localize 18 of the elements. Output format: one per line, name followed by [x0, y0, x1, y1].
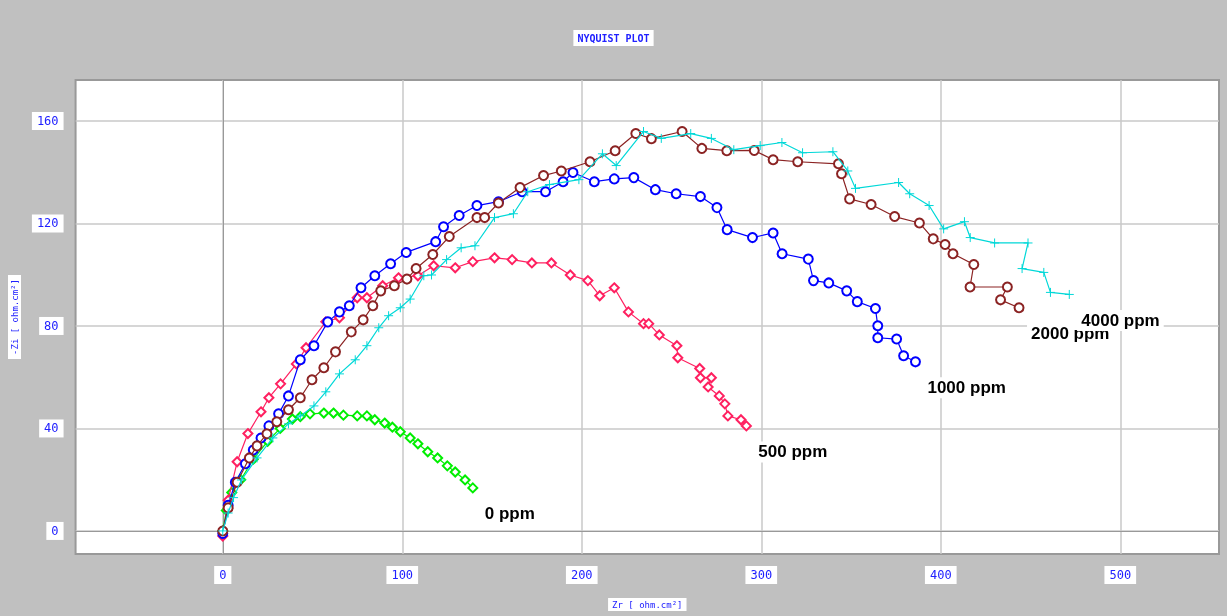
x-tick-label: 200 — [570, 568, 593, 582]
series-label: 500 ppm — [758, 442, 828, 462]
x-tick-label: 500 — [1109, 568, 1132, 582]
y-axis-title: -Zi [ ohm.cm²] — [9, 279, 20, 355]
series-label: 4000 ppm — [1081, 310, 1160, 330]
x-tick-label: 400 — [929, 568, 952, 582]
chart-title: NYQUIST PLOT — [577, 32, 650, 44]
y-tick-label: 0 — [51, 523, 59, 538]
x-tick-label: 100 — [391, 568, 414, 582]
series-label: 0 ppm — [484, 504, 535, 524]
x-tick-label: 0 — [219, 568, 227, 582]
y-tick-label: 120 — [36, 216, 59, 231]
y-tick-label: 80 — [44, 318, 59, 333]
y-tick-label: 160 — [36, 113, 59, 128]
series-label: 1000 ppm — [927, 378, 1006, 398]
x-axis-title: Zr [ ohm.cm²] — [612, 599, 683, 610]
y-tick-label: 40 — [44, 421, 59, 436]
x-tick-label: 300 — [750, 568, 773, 582]
